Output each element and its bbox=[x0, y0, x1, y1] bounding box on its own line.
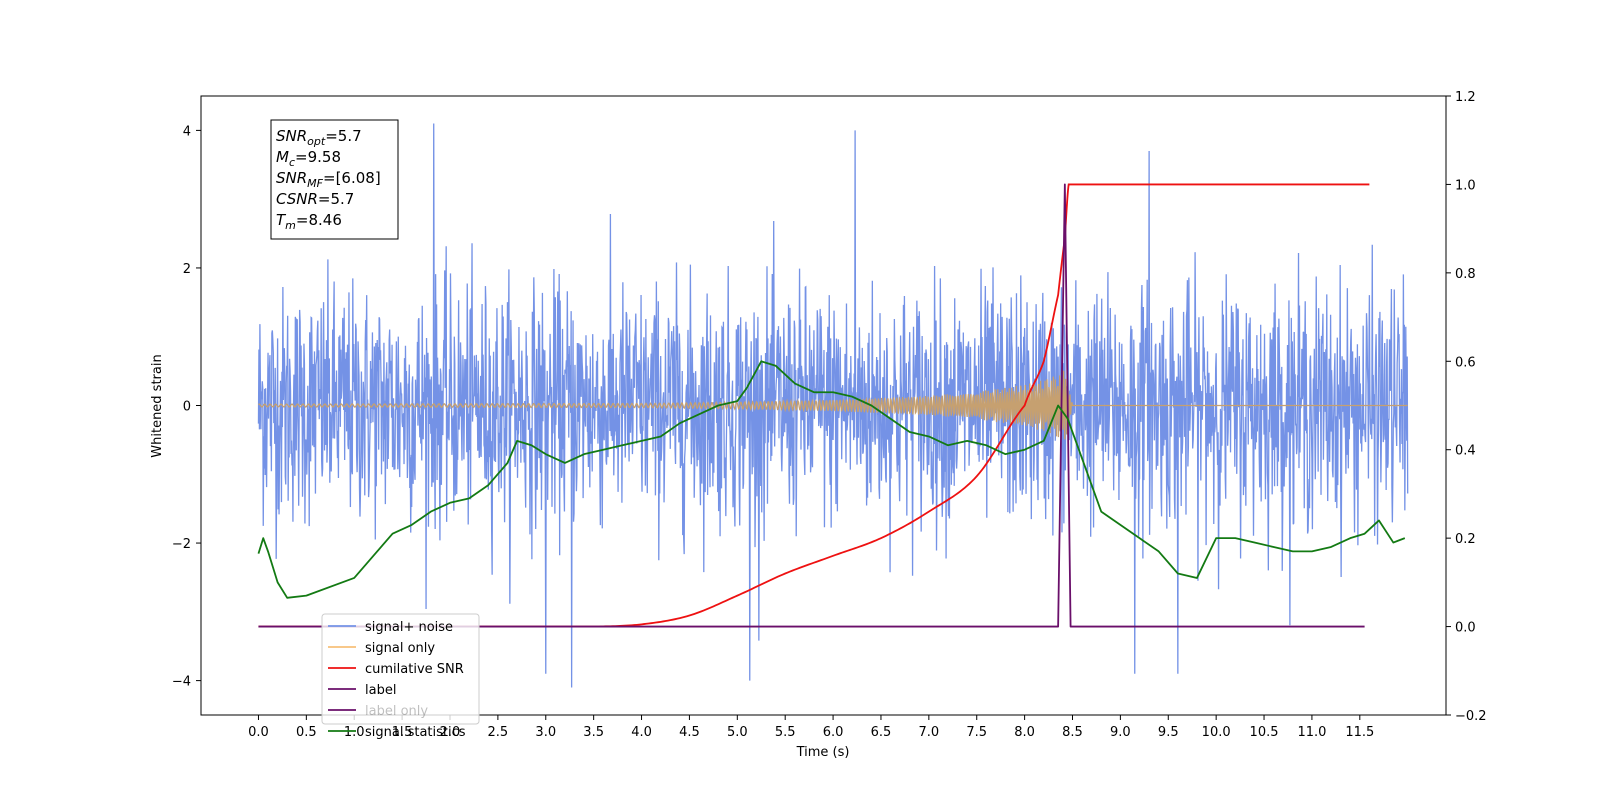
legend-frame bbox=[321, 613, 480, 725]
legend-label: signal statistics bbox=[365, 725, 466, 740]
y-right-tick-label: −0.2 bbox=[1455, 709, 1487, 724]
x-tick-label: 1.0 bbox=[344, 725, 365, 740]
x-tick-label: 3.5 bbox=[583, 725, 604, 740]
plot-area bbox=[257, 123, 1409, 688]
y-left-tick-label: 4 bbox=[183, 124, 191, 139]
x-tick-label: 5.5 bbox=[775, 725, 796, 740]
x-tick-label: 0.0 bbox=[248, 725, 269, 740]
info-box-line: CSNR=5.7 bbox=[276, 190, 354, 208]
series-signal-statistics bbox=[257, 360, 1406, 599]
info-box-line: Mc=9.58 bbox=[276, 148, 341, 169]
x-tick-label: 5.0 bbox=[727, 725, 748, 740]
legend-label: label only bbox=[365, 704, 428, 719]
x-tick-label: 11.0 bbox=[1297, 725, 1326, 740]
x-tick-label: 1.5 bbox=[392, 725, 413, 740]
x-tick-label: 6.0 bbox=[823, 725, 844, 740]
y-right-tick-label: 0.2 bbox=[1455, 532, 1476, 547]
series-label bbox=[258, 183, 1365, 628]
x-tick-label: 4.0 bbox=[631, 725, 652, 740]
x-tick-label: 2.0 bbox=[440, 725, 461, 740]
y-right-tick-label: 0.4 bbox=[1455, 444, 1476, 459]
legend-label: signal+ noise bbox=[365, 620, 453, 635]
x-tick-label: 7.5 bbox=[966, 725, 987, 740]
y-right-tick-label: 1.0 bbox=[1455, 178, 1476, 193]
y-right-tick-label: 0.6 bbox=[1455, 355, 1476, 370]
legend-label: label bbox=[365, 683, 396, 698]
y-axis-right: 1.2 1.0 0.8 0.6 0.4 0.2 0.0 −0.2 bbox=[1446, 90, 1487, 724]
x-tick-label: 8.5 bbox=[1062, 725, 1083, 740]
info-box-frame bbox=[270, 119, 399, 240]
series-signal-plus-noise bbox=[257, 123, 1409, 688]
y-left-tick-label: −2 bbox=[172, 537, 191, 552]
info-box-line: SNRMF=[6.08] bbox=[276, 169, 381, 190]
x-tick-label: 6.5 bbox=[871, 725, 892, 740]
legend-label: signal only bbox=[365, 641, 435, 656]
info-box-line: Tm=8.46 bbox=[276, 211, 342, 232]
y-axis-left: 4 2 0 −2 −4 bbox=[172, 124, 201, 690]
x-tick-label: 10.0 bbox=[1202, 725, 1231, 740]
y-right-tick-label: 1.2 bbox=[1455, 90, 1476, 105]
x-axis: 0.0 0.5 1.0 1.5 2.0 2.5 3.0 3.5 4.0 4.5 5.0 5.5 6.0 6… bbox=[248, 715, 1374, 740]
x-tick-label: 2.5 bbox=[488, 725, 509, 740]
y-right-tick-label: 0.0 bbox=[1455, 621, 1476, 636]
y-left-tick-label: 2 bbox=[183, 262, 191, 277]
legend: signal+ noise signal only cumilative SNR la… bbox=[321, 613, 480, 740]
x-tick-label: 11.5 bbox=[1345, 725, 1374, 740]
x-tick-label: 0.5 bbox=[296, 725, 317, 740]
x-tick-label: 9.5 bbox=[1158, 725, 1179, 740]
x-tick-label: 7.0 bbox=[919, 725, 940, 740]
x-tick-label: 3.0 bbox=[535, 725, 556, 740]
x-tick-label: 10.5 bbox=[1250, 725, 1279, 740]
x-axis-label: Time (s) bbox=[796, 745, 850, 760]
info-box-line: SNRopt=5.7 bbox=[276, 127, 362, 148]
x-tick-label: 9.0 bbox=[1110, 725, 1131, 740]
series-cumulative-snr bbox=[258, 183, 1370, 628]
y-right-tick-label: 0.8 bbox=[1455, 267, 1476, 282]
legend-label: cumilative SNR bbox=[365, 662, 464, 677]
y-left-tick-label: −4 bbox=[172, 675, 191, 690]
series-signal-only bbox=[258, 370, 1408, 440]
y-axis-label: Whitened strain bbox=[150, 354, 165, 457]
x-tick-label: 4.5 bbox=[679, 725, 700, 740]
y-left-tick-label: 0 bbox=[183, 400, 191, 415]
x-tick-label: 8.0 bbox=[1014, 725, 1035, 740]
